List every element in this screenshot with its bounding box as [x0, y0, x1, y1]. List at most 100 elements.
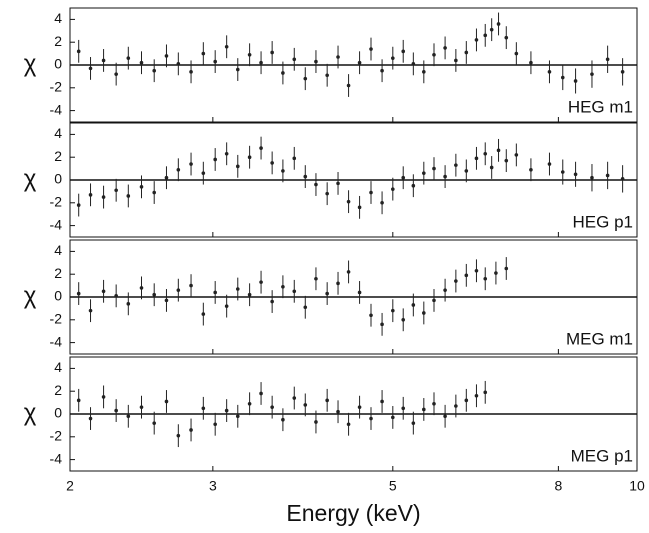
data-point: [247, 292, 252, 297]
data-point: [380, 322, 384, 327]
data-point: [213, 157, 217, 162]
data-point: [189, 70, 193, 74]
data-point: [152, 190, 157, 195]
data-point: [126, 302, 131, 306]
y-tick-label: -2: [50, 311, 63, 327]
data-point: [620, 70, 625, 74]
data-point: [443, 414, 447, 419]
data-point: [454, 279, 458, 283]
data-point: [76, 49, 81, 54]
data-point: [139, 405, 144, 409]
data-point: [224, 304, 229, 308]
data-point: [114, 188, 118, 193]
y-tick-label: -4: [50, 216, 63, 232]
data-point: [292, 156, 297, 161]
data-point: [314, 59, 318, 64]
data-point: [336, 281, 340, 286]
y-tick-label: -2: [50, 194, 63, 210]
data-point: [401, 49, 406, 54]
data-point: [474, 38, 479, 42]
data-point: [114, 72, 118, 76]
data-point: [101, 195, 106, 199]
data-point: [432, 52, 436, 57]
data-point: [529, 60, 533, 65]
data-point: [270, 405, 274, 409]
data-point: [422, 70, 426, 74]
data-point: [605, 57, 610, 62]
data-point: [474, 268, 479, 273]
data-point: [213, 290, 217, 295]
data-point: [514, 51, 519, 56]
data-point: [139, 286, 144, 290]
data-point: [336, 181, 340, 186]
data-point: [176, 62, 181, 66]
data-point: [259, 146, 263, 150]
data-point: [247, 155, 252, 159]
data-point: [281, 71, 285, 75]
data-point: [101, 289, 106, 294]
x-tick-label: 5: [389, 478, 397, 494]
data-point: [474, 393, 479, 398]
data-point: [213, 59, 217, 64]
data-point: [357, 405, 362, 409]
data-point: [391, 187, 395, 191]
data-point: [101, 395, 106, 399]
data-point: [483, 151, 488, 156]
data-point: [401, 175, 406, 180]
data-point: [152, 292, 157, 297]
y-tick-label: -2: [50, 79, 63, 95]
data-point: [464, 169, 469, 173]
y-tick-label: 2: [54, 148, 62, 164]
data-point: [369, 47, 373, 51]
data-point: [176, 433, 181, 438]
data-point: [346, 422, 351, 427]
y-axis-label: χ: [24, 165, 37, 192]
data-point: [114, 408, 118, 413]
data-point: [213, 422, 217, 427]
panel-label: HEG m1: [568, 97, 633, 116]
data-point: [259, 280, 263, 284]
data-point: [247, 401, 252, 406]
data-point: [514, 153, 519, 157]
data-point: [292, 57, 297, 62]
panel-label: MEG p1: [571, 446, 633, 465]
data-point: [547, 162, 552, 166]
data-point: [573, 172, 578, 177]
data-point: [443, 46, 447, 50]
data-point: [336, 409, 340, 414]
data-point: [496, 148, 501, 153]
data-point: [126, 56, 131, 60]
data-point: [88, 66, 93, 71]
data-point: [432, 166, 436, 171]
data-point: [380, 201, 384, 205]
data-point: [346, 83, 351, 88]
data-point: [369, 416, 373, 421]
data-point: [281, 284, 285, 289]
data-point: [454, 58, 458, 63]
data-point: [560, 75, 565, 80]
data-point: [88, 193, 93, 197]
data-point: [391, 415, 395, 420]
data-point: [235, 67, 240, 72]
data-point: [292, 396, 297, 400]
data-point: [259, 391, 263, 396]
data-point: [224, 44, 229, 49]
data-point: [152, 68, 157, 73]
y-axis-label: χ: [24, 282, 37, 309]
y-tick-label: -4: [50, 333, 63, 349]
data-point: [224, 151, 229, 156]
data-point: [422, 407, 426, 412]
y-tick-label: 0: [54, 56, 62, 72]
data-point: [152, 421, 157, 425]
x-tick-label: 8: [554, 478, 562, 494]
data-point: [164, 399, 169, 404]
y-tick-label: -4: [50, 101, 63, 117]
data-point: [422, 171, 426, 175]
data-point: [391, 308, 395, 313]
data-point: [201, 51, 206, 56]
data-point: [176, 288, 181, 292]
data-point: [126, 194, 131, 198]
data-point: [483, 33, 488, 38]
data-point: [489, 27, 494, 32]
